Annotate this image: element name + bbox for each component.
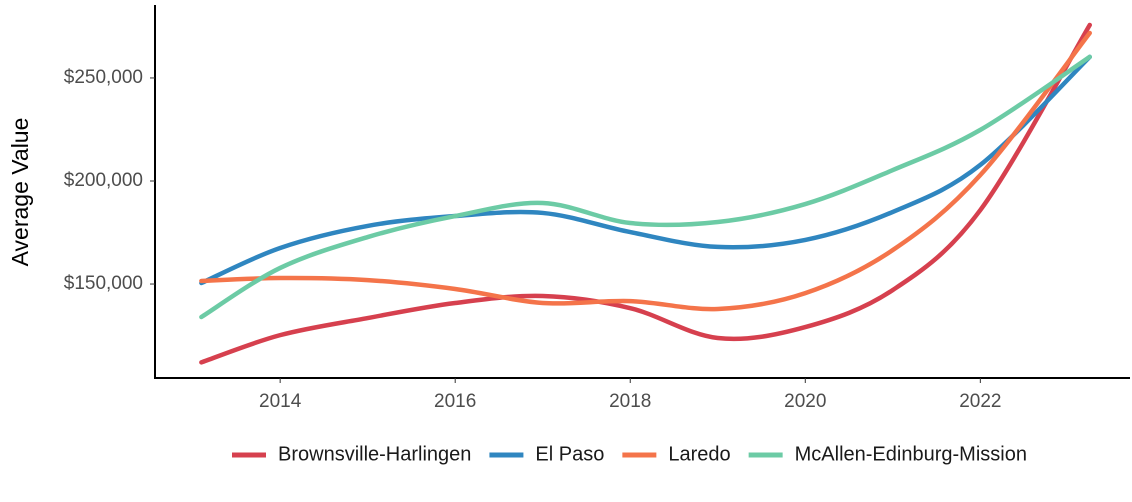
y-axis-label: Average Value — [7, 118, 33, 267]
x-tick-label: 2018 — [609, 391, 651, 412]
x-tick-label: 2016 — [434, 391, 476, 412]
series-line — [199, 54, 1092, 286]
legend-label: McAllen-Edinburg-Mission — [795, 443, 1027, 465]
x-tick-label: 2014 — [259, 391, 302, 412]
series-line — [199, 54, 1092, 320]
legend-label: Brownsville-Harlingen — [278, 443, 471, 465]
legend-label: El Paso — [535, 443, 604, 465]
series-line — [199, 30, 1092, 312]
legend-label: Laredo — [668, 443, 730, 465]
y-tick-label: $200,000 — [64, 170, 143, 191]
x-tick-label: 2020 — [784, 391, 826, 412]
y-tick-label: $150,000 — [64, 273, 143, 294]
x-tick-label: 2022 — [959, 391, 1001, 412]
y-tick-label: $250,000 — [64, 67, 143, 88]
series-line — [199, 22, 1092, 365]
